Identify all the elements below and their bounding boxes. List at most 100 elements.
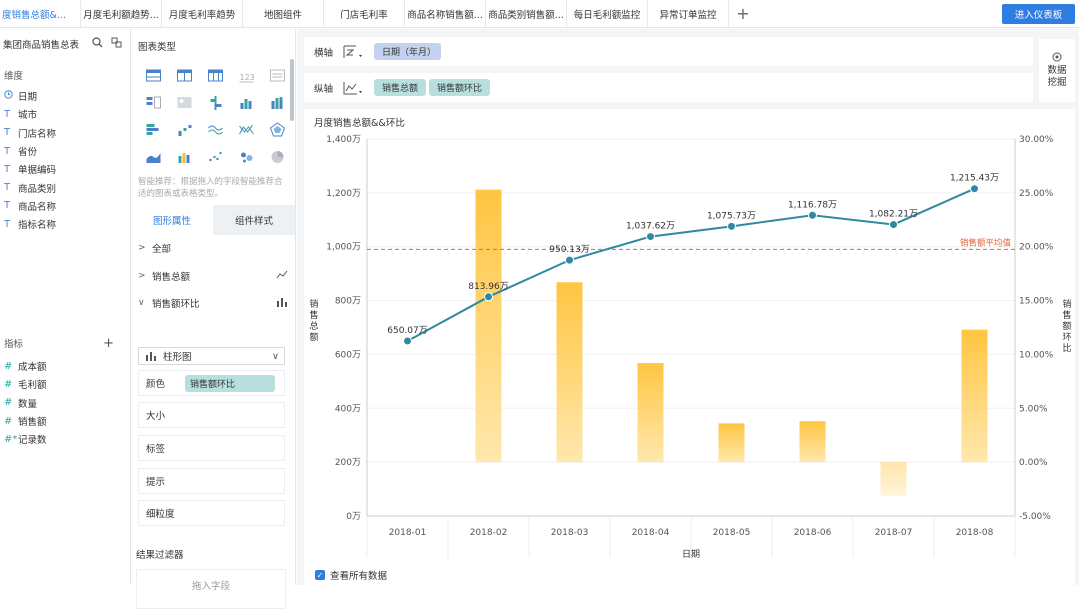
measure-item[interactable]: # 毛利额 [0, 375, 130, 393]
tab-7[interactable]: 每日毛利额监控 [567, 0, 648, 27]
table-icon[interactable] [138, 62, 169, 89]
tab-3[interactable]: 地图组件 [243, 0, 324, 27]
grouped-table-icon[interactable] [138, 89, 169, 116]
text-type-icon: T [4, 182, 11, 194]
range-bar-icon[interactable] [200, 89, 231, 116]
tab-1[interactable]: 月度毛利额趋势... [81, 0, 162, 27]
kpi-card-icon[interactable]: 123 [231, 62, 262, 89]
search-icon[interactable] [92, 37, 103, 51]
dimension-item[interactable]: 日期 [0, 87, 130, 105]
scatter-bar-icon[interactable] [169, 116, 200, 143]
y-right-axis-title-char: 比 [1062, 342, 1071, 354]
dimensions-label: 维度 [4, 71, 24, 82]
svg-text:123: 123 [240, 73, 255, 82]
area-chart-icon[interactable] [138, 143, 169, 170]
tag-setting[interactable]: 标签 [138, 435, 285, 461]
checkbox-checked-icon[interactable]: ✓ [315, 570, 325, 580]
x-tick-label: 2018-01 [389, 528, 427, 538]
dimension-label: 城市 [18, 110, 38, 122]
measure-item[interactable]: #* 记录数 [0, 430, 130, 448]
dataset-switch-icon[interactable] [111, 37, 122, 51]
date-type-icon [4, 90, 18, 102]
filter-dropzone[interactable]: 拖入字段 [136, 569, 286, 609]
average-line-label: 销售额平均值 [960, 237, 1012, 248]
text-type-icon: T [4, 218, 11, 230]
y-axis-field-pill-1[interactable]: 销售总额 [374, 79, 427, 96]
scrollbar[interactable] [290, 59, 294, 121]
tab-0[interactable]: 度销售总额&... [0, 0, 81, 27]
dimension-label: 门店名称 [18, 128, 57, 140]
radar-icon[interactable] [262, 116, 293, 143]
measure-label: 记录数 [18, 435, 47, 447]
prop-series-sales-mom[interactable]: ∨ 销售额环比 [138, 293, 288, 313]
multi-line-icon[interactable] [231, 116, 262, 143]
y-right-tick-label: 5.00% [1019, 404, 1048, 414]
wave-line-icon[interactable] [200, 116, 231, 143]
chevron-right-icon: > [138, 271, 146, 281]
size-label: 大小 [146, 411, 166, 422]
column-line-icon[interactable] [169, 143, 200, 170]
dot-scatter-icon[interactable] [200, 143, 231, 170]
tab-component-style[interactable]: 组件样式 [213, 205, 295, 235]
y-right-axis-title-char: 售 [1062, 309, 1071, 321]
dimension-item[interactable]: T 商品类别 [0, 178, 130, 196]
tab-2[interactable]: 月度毛利率趋势 [162, 0, 243, 27]
dimension-item[interactable]: T 单据编码 [0, 160, 130, 178]
tab-graph-properties[interactable]: 图形属性 [131, 205, 213, 235]
dimension-item[interactable]: T 省份 [0, 142, 130, 160]
tab-4[interactable]: 门店毛利率 [324, 0, 405, 27]
add-tab-icon[interactable]: + [736, 4, 750, 23]
chart-kind-select[interactable]: 柱形图 ∨ [138, 347, 285, 365]
y-axis-label: 纵轴 [314, 83, 334, 95]
sales-total-point [727, 221, 736, 231]
smart-recommend-hint: 智能推荐：根据拖入的字段智能推荐合适的图表或表格类型。 [138, 177, 283, 199]
prop-series-sales-total[interactable]: > 销售总额 [138, 266, 288, 286]
measure-item[interactable]: # 销售额 [0, 412, 130, 430]
detail-table-icon[interactable] [200, 62, 231, 89]
sales-total-point [808, 210, 817, 220]
tab-5[interactable]: 商品名称销售额... [405, 0, 486, 27]
data-label: 1,075.73万 [707, 211, 756, 221]
sales-total-point [484, 292, 493, 302]
number-type-icon: # [4, 415, 13, 427]
chart-kind-value: 柱形图 [163, 352, 192, 363]
data-mining-button[interactable]: 数据挖掘 [1039, 39, 1075, 102]
tab-8[interactable]: 异常订单监控 [648, 0, 729, 27]
enter-dashboard-button[interactable]: 进入仪表板 [1002, 4, 1075, 24]
dimension-item[interactable]: T 商品名称 [0, 197, 130, 215]
pie-icon[interactable] [262, 143, 293, 170]
measures-header: 指标 + [0, 333, 130, 353]
stacked-bar-icon[interactable] [262, 89, 293, 116]
add-measure-icon[interactable]: + [103, 335, 114, 351]
dimension-item[interactable]: T 指标名称 [0, 215, 130, 233]
color-field-pill[interactable]: 销售额环比 [185, 374, 276, 392]
crosstab-icon[interactable] [169, 62, 200, 89]
bar-chart-icon[interactable] [231, 89, 262, 116]
prop-all[interactable]: > 全部 [138, 238, 288, 258]
tab-6[interactable]: 商品类别销售额... [486, 0, 567, 27]
text-icon[interactable] [262, 62, 293, 89]
bubble-icon[interactable] [231, 143, 262, 170]
tooltip-setting[interactable]: 提示 [138, 468, 285, 494]
chevron-down-icon: ∨ [272, 350, 279, 362]
data-label: 1,082.21万 [869, 210, 918, 220]
horizontal-bar-icon[interactable] [138, 116, 169, 143]
measure-list: # 成本额 # 毛利额 # 数量 # 销售额 #* 记录数 [0, 357, 130, 448]
x-axis-field-pill[interactable]: 日期（年月） [374, 43, 441, 60]
size-setting[interactable]: 大小 [138, 402, 285, 428]
granularity-setting[interactable]: 细粒度 [138, 500, 285, 526]
sort-icon[interactable] [342, 44, 364, 60]
dimension-label: 单据编码 [18, 165, 57, 177]
dimension-item[interactable]: T 城市 [0, 105, 130, 123]
y-axis-field-pill-2[interactable]: 销售额环比 [429, 79, 491, 96]
image-icon[interactable] [169, 89, 200, 116]
measure-item[interactable]: # 数量 [0, 394, 130, 412]
measure-item[interactable]: # 成本额 [0, 357, 130, 375]
line-sort-icon[interactable] [342, 80, 364, 96]
dimension-item[interactable]: T 门店名称 [0, 124, 130, 142]
color-setting[interactable]: 颜色 销售额环比 [138, 370, 285, 396]
sales-total-point [646, 232, 655, 242]
bar-mom [799, 421, 826, 463]
view-all-data-option[interactable]: ✓ 查看所有数据 [315, 568, 387, 582]
data-mining-icon [1052, 52, 1062, 62]
